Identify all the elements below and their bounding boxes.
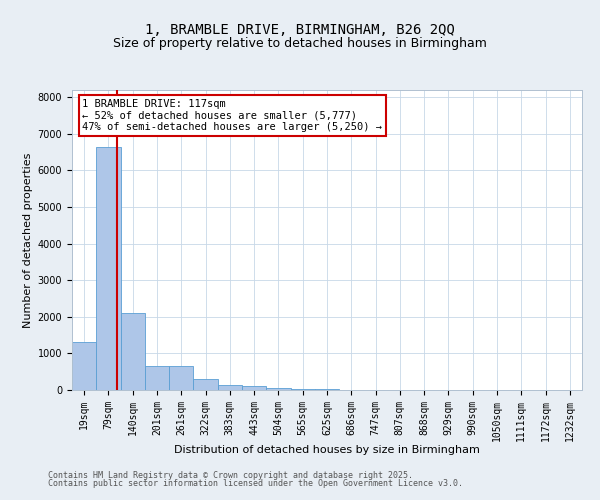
Bar: [72, 342, 96, 390]
Bar: [266, 388, 290, 390]
Bar: [169, 366, 193, 390]
Bar: [290, 389, 315, 390]
X-axis label: Distribution of detached houses by size in Birmingham: Distribution of detached houses by size …: [174, 445, 480, 455]
Text: Contains public sector information licensed under the Open Government Licence v3: Contains public sector information licen…: [48, 479, 463, 488]
Bar: [242, 386, 266, 390]
Text: Contains HM Land Registry data © Crown copyright and database right 2025.: Contains HM Land Registry data © Crown c…: [48, 470, 413, 480]
Bar: [315, 389, 339, 390]
Y-axis label: Number of detached properties: Number of detached properties: [23, 152, 34, 328]
Text: 1, BRAMBLE DRIVE, BIRMINGHAM, B26 2QQ: 1, BRAMBLE DRIVE, BIRMINGHAM, B26 2QQ: [145, 22, 455, 36]
Text: 1 BRAMBLE DRIVE: 117sqm
← 52% of detached houses are smaller (5,777)
47% of semi: 1 BRAMBLE DRIVE: 117sqm ← 52% of detache…: [82, 99, 382, 132]
Bar: [218, 384, 242, 390]
Text: Size of property relative to detached houses in Birmingham: Size of property relative to detached ho…: [113, 38, 487, 51]
Bar: [145, 366, 169, 390]
Bar: [193, 379, 218, 390]
Bar: [121, 313, 145, 390]
Bar: [96, 146, 121, 390]
